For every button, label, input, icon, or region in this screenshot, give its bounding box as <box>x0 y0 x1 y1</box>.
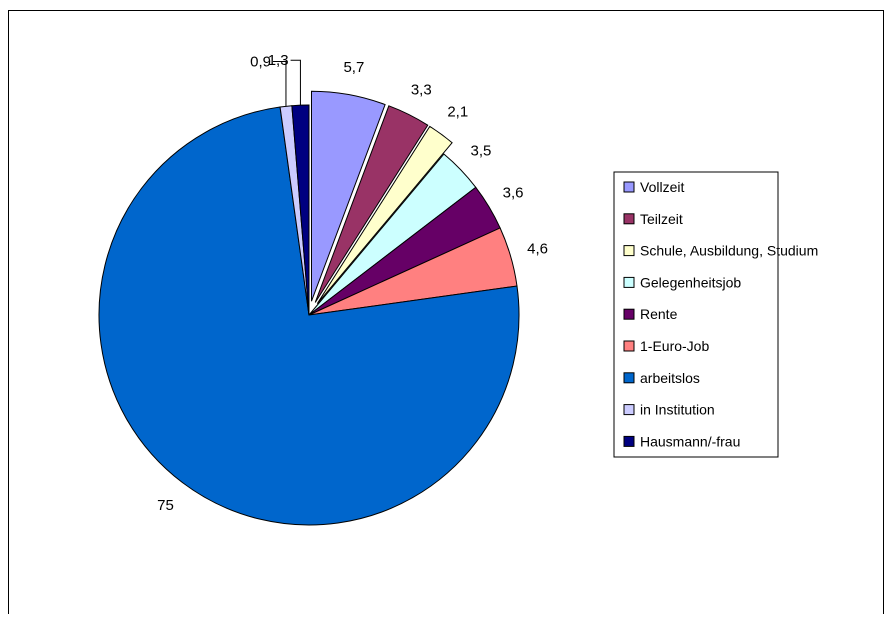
legend-label-teilzeit: Teilzeit <box>640 211 683 227</box>
legend-swatch-hausmann-frau <box>623 435 635 447</box>
legend-label-arbeitslos: arbeitslos <box>640 370 700 386</box>
data-label-rente: 3,6 <box>503 185 524 202</box>
legend-swatch-gelegenheitsjob <box>623 276 635 288</box>
data-label-vollzeit: 5,7 <box>343 59 364 76</box>
legend-swatch-schule-ausbildung-studium <box>623 245 635 257</box>
legend-swatch-1-euro-job <box>623 340 635 352</box>
legend-label-gelegenheitsjob: Gelegenheitsjob <box>640 274 741 290</box>
leader-line-in-institution <box>273 61 287 107</box>
data-label-arbeitslos: 75 <box>157 497 174 514</box>
data-labels: 5,7 3,3 2,1 3,5 3,6 4,6 75 0,91,3 <box>157 52 548 514</box>
legend: Vollzeit Teilzeit Schule, Ausbildung, Stud… <box>613 171 818 458</box>
chart-area <box>8 10 884 614</box>
legend-label-rente: Rente <box>640 306 678 322</box>
legend-swatch-rente <box>623 308 635 320</box>
legend-label-1-euro-job: 1-Euro-Job <box>640 338 709 354</box>
legend-label-hausmann-frau: Hausmann/-frau <box>640 433 740 449</box>
pie-slice-arbeitslos <box>98 106 520 526</box>
legend-label-in-institution: in Institution <box>640 402 715 418</box>
legend-swatch-arbeitslos <box>623 372 635 384</box>
leader-line-hausmann-frau <box>290 59 301 106</box>
pie-slices <box>98 90 520 526</box>
data-label-1-euro-job: 4,6 <box>527 241 548 258</box>
legend-swatch-teilzeit <box>623 213 635 225</box>
data-label-schule-ausbildung-studium: 2,1 <box>447 104 468 121</box>
legend-label-schule-ausbildung-studium: Schule, Ausbildung, Studium <box>640 243 818 259</box>
legend-box <box>613 171 779 458</box>
pie-slice-teilzeit <box>314 105 429 303</box>
leader-lines <box>273 59 301 107</box>
data-label-gelegenheitsjob: 3,5 <box>471 142 492 159</box>
data-label-teilzeit: 3,3 <box>411 81 432 98</box>
data-label-hausmann-frau: 1,3 <box>268 52 289 69</box>
legend-swatch-in-institution <box>623 404 635 416</box>
data-label-in-institution: 0,9 <box>250 54 271 71</box>
legend-label-vollzeit: Vollzeit <box>640 179 684 195</box>
pie-slice-schule-ausbildung-studium <box>316 125 453 305</box>
pie-slice-vollzeit <box>310 90 386 302</box>
legend-swatch-vollzeit <box>623 181 635 193</box>
